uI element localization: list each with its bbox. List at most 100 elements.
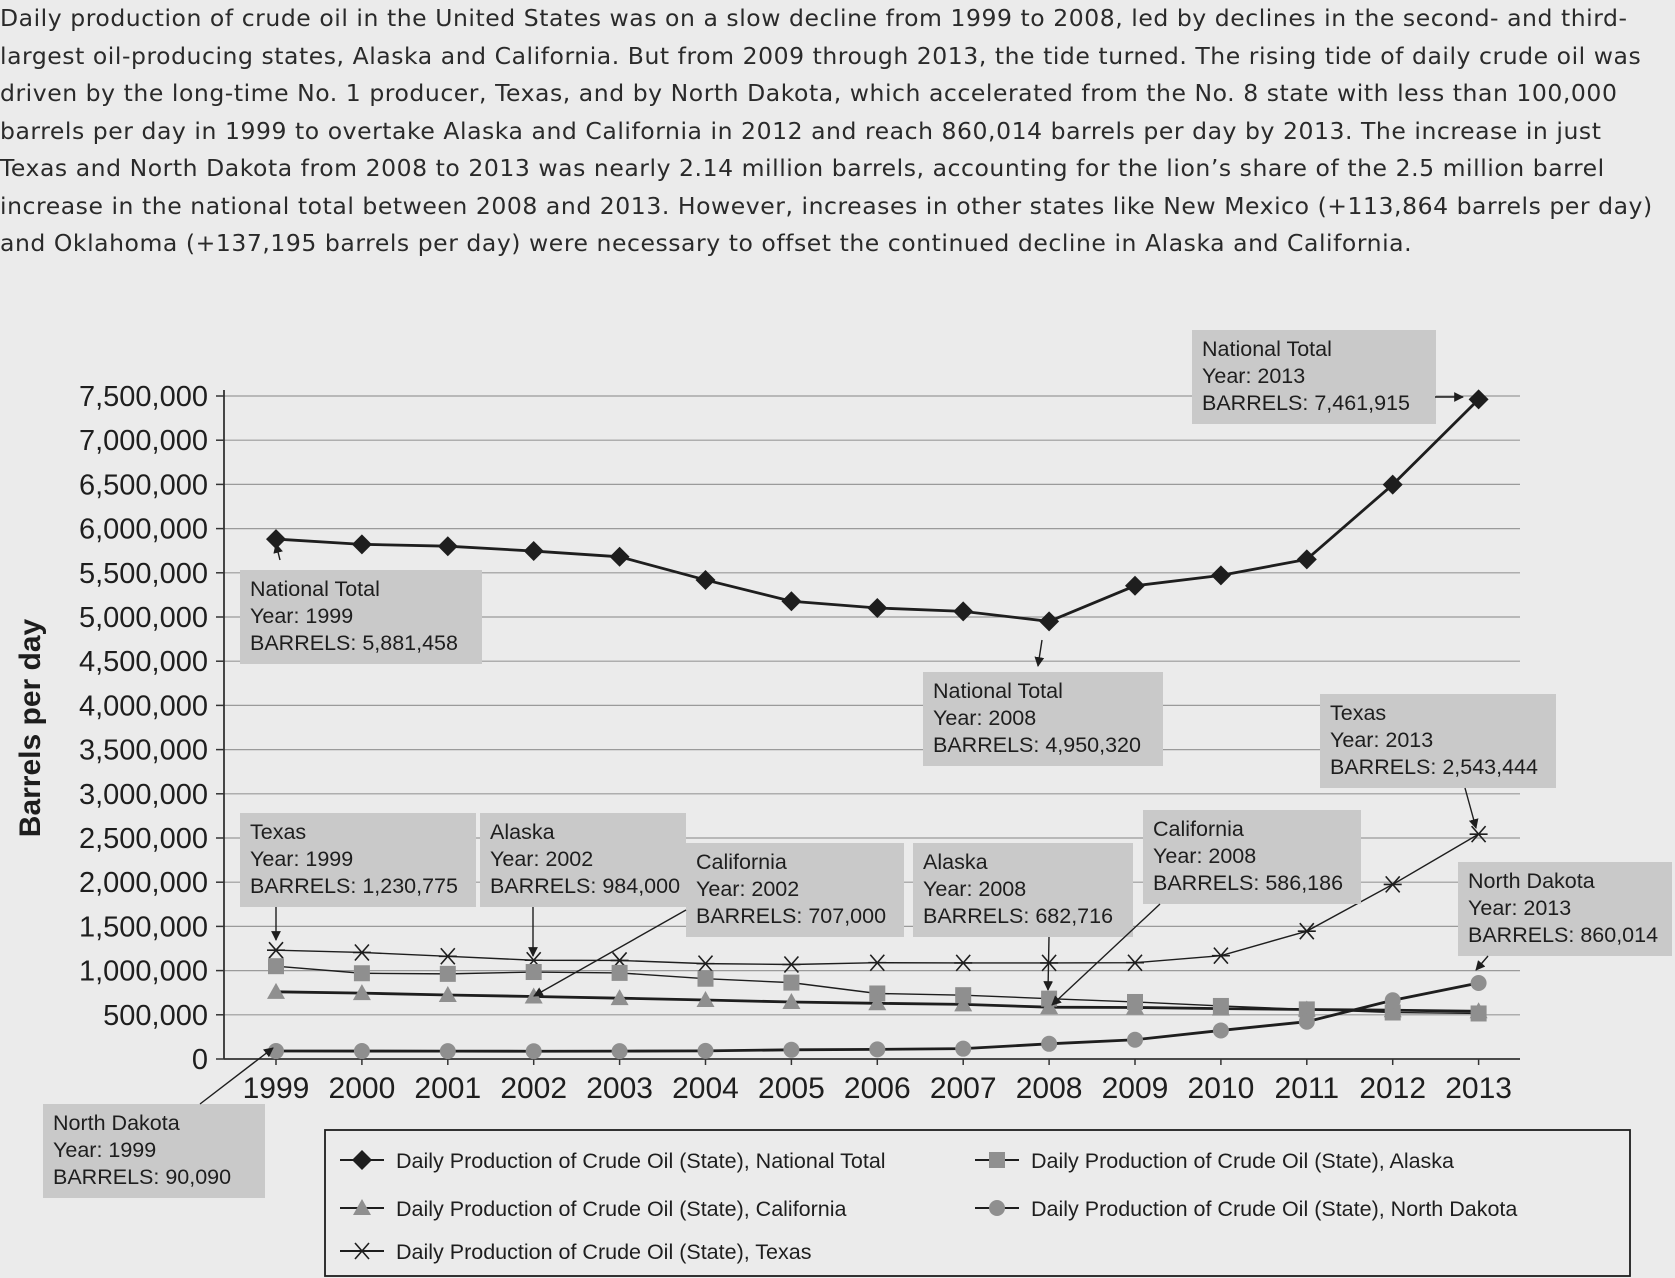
data-point-northdakota bbox=[268, 1043, 284, 1060]
data-point-texas bbox=[1126, 954, 1144, 972]
legend-label: Daily Production of Crude Oil (State), T… bbox=[396, 1240, 811, 1264]
callout-box bbox=[686, 843, 904, 937]
data-point-northdakota bbox=[611, 1043, 628, 1060]
x-tick-label: 2000 bbox=[329, 1072, 396, 1105]
callout-arrow bbox=[1051, 903, 1161, 1006]
x-axis-ticks: 1999 2000 2001 2002 2003 2004 2005 2006 2007 2008… bbox=[243, 1059, 1512, 1105]
data-point-northdakota bbox=[869, 1041, 886, 1058]
callout-text: BARRELS: 586,186 bbox=[1153, 871, 1343, 895]
data-point-national bbox=[437, 536, 458, 557]
data-point-texas bbox=[954, 954, 973, 972]
axes bbox=[223, 390, 1520, 1060]
data-point-northdakota bbox=[955, 1040, 972, 1057]
data-point-alaska bbox=[697, 970, 714, 987]
x-tick-label: 2008 bbox=[1016, 1072, 1083, 1105]
y-tick-label: 6,000,000 bbox=[79, 514, 208, 546]
callout-text: Year: 2013 bbox=[1330, 728, 1433, 752]
y-tick-label: 7,500,000 bbox=[79, 381, 208, 413]
callout: California Year: 2002 BARRELS: 707,000 bbox=[533, 843, 904, 997]
y-tick-label: 0 bbox=[192, 1044, 208, 1076]
data-point-california bbox=[1211, 999, 1230, 1016]
callout: Alaska Year: 2002 BARRELS: 984,000 bbox=[480, 813, 686, 957]
callout-box bbox=[240, 813, 476, 907]
callout-text: Alaska bbox=[490, 820, 555, 844]
callout-text: National Total bbox=[933, 679, 1063, 703]
callout-text: California bbox=[1153, 817, 1244, 841]
callout: Texas Year: 2013 BARRELS: 2,543,444 bbox=[1320, 694, 1556, 829]
data-point-california bbox=[954, 995, 973, 1012]
callouts-layer: National Total Year: 1999 BARRELS: 5,881,4… bbox=[43, 330, 1672, 1198]
legend-label: Daily Production of Crude Oil (State), N… bbox=[1031, 1197, 1517, 1221]
data-point-national bbox=[351, 534, 372, 555]
legend-label: Daily Production of Crude Oil (State), C… bbox=[396, 1197, 847, 1221]
data-point-texas bbox=[1469, 825, 1488, 843]
y-tick-label: 2,500,000 bbox=[79, 823, 208, 855]
callout: California Year: 2008 BARRELS: 586,186 bbox=[1051, 810, 1361, 1006]
data-point-national bbox=[523, 541, 544, 562]
callout-arrow bbox=[1464, 787, 1479, 829]
callout-text: BARRELS: 2,543,444 bbox=[1330, 755, 1538, 779]
callout-text: BARRELS: 860,014 bbox=[1468, 923, 1658, 947]
legend-marker-texas bbox=[353, 1242, 371, 1260]
callout-text: National Total bbox=[250, 577, 380, 601]
data-point-texas bbox=[1383, 875, 1402, 893]
data-point-northdakota bbox=[1212, 1022, 1229, 1039]
data-point-alaska bbox=[783, 974, 800, 991]
data-point-california bbox=[868, 994, 887, 1011]
legend-item-national: Daily Production of Crude Oil (State), N… bbox=[340, 1149, 886, 1173]
x-tick-label: 2005 bbox=[758, 1072, 825, 1105]
x-tick-label: 2003 bbox=[586, 1072, 653, 1105]
data-point-california bbox=[1383, 1001, 1402, 1018]
callout-box bbox=[1143, 810, 1361, 904]
callout-text: Year: 2002 bbox=[490, 847, 593, 871]
y-tick-label: 3,500,000 bbox=[79, 735, 208, 767]
callout: National Total Year: 1999 BARRELS: 5,881,4… bbox=[240, 543, 482, 664]
data-point-northdakota bbox=[525, 1043, 542, 1060]
data-point-national bbox=[781, 591, 802, 612]
callout: North Dakota Year: 2013 BARRELS: 860,014 bbox=[1458, 862, 1672, 971]
legend-marker-national bbox=[352, 1150, 372, 1170]
data-point-national bbox=[953, 601, 974, 622]
data-point-california bbox=[696, 991, 715, 1008]
series-layer bbox=[266, 389, 1489, 1060]
callout-arrow bbox=[1475, 955, 1489, 971]
legend-item-northdakota: Daily Production of Crude Oil (State), N… bbox=[975, 1197, 1517, 1221]
callout-text: BARRELS: 4,950,320 bbox=[933, 733, 1141, 757]
callout: National Total Year: 2013 BARRELS: 7,461,9… bbox=[1192, 330, 1464, 424]
x-tick-label: 1999 bbox=[243, 1072, 310, 1105]
y-axis-ticks: 0 500,000 1,000,000 1,500,000 2,000,000 2,500… bbox=[79, 381, 224, 1076]
callout-text: Year: 2008 bbox=[923, 877, 1026, 901]
y-tick-label: 1,000,000 bbox=[79, 956, 208, 988]
callout-text: California bbox=[696, 850, 787, 874]
data-point-california bbox=[438, 985, 457, 1002]
callout-arrow bbox=[533, 909, 687, 997]
data-point-northdakota bbox=[783, 1041, 800, 1058]
data-point-national bbox=[609, 546, 630, 567]
y-tick-label: 2,000,000 bbox=[79, 867, 208, 899]
callout-arrow bbox=[199, 1047, 274, 1105]
data-point-northdakota bbox=[1127, 1031, 1143, 1048]
callout-text: Year: 2008 bbox=[933, 706, 1036, 730]
legend-marker-california bbox=[353, 1199, 371, 1215]
data-point-alaska bbox=[525, 964, 542, 981]
callout-box bbox=[923, 672, 1163, 766]
legend-label: Daily Production of Crude Oil (State), N… bbox=[396, 1149, 886, 1173]
callout-text: Year: 2008 bbox=[1153, 844, 1256, 868]
x-tick-label: 2009 bbox=[1102, 1072, 1169, 1105]
y-tick-label: 5,000,000 bbox=[79, 602, 208, 634]
callout-box bbox=[480, 813, 686, 907]
callout-text: BARRELS: 1,230,775 bbox=[250, 874, 458, 898]
data-point-california bbox=[610, 989, 629, 1006]
callout-text: BARRELS: 707,000 bbox=[696, 904, 886, 928]
legend-marker-northdakota bbox=[989, 1200, 1005, 1216]
callout-box bbox=[1192, 330, 1436, 424]
callout-text: National Total bbox=[1202, 337, 1332, 361]
y-tick-label: 1,500,000 bbox=[79, 911, 208, 943]
x-tick-label: 2010 bbox=[1188, 1072, 1255, 1105]
callout: North Dakota Year: 1999 BARRELS: 90,090 bbox=[43, 1047, 274, 1198]
callout-text: BARRELS: 90,090 bbox=[53, 1165, 231, 1189]
data-point-texas bbox=[352, 943, 371, 962]
data-point-texas bbox=[868, 954, 887, 972]
data-point-alaska bbox=[439, 965, 456, 982]
x-tick-label: 2013 bbox=[1445, 1072, 1512, 1105]
